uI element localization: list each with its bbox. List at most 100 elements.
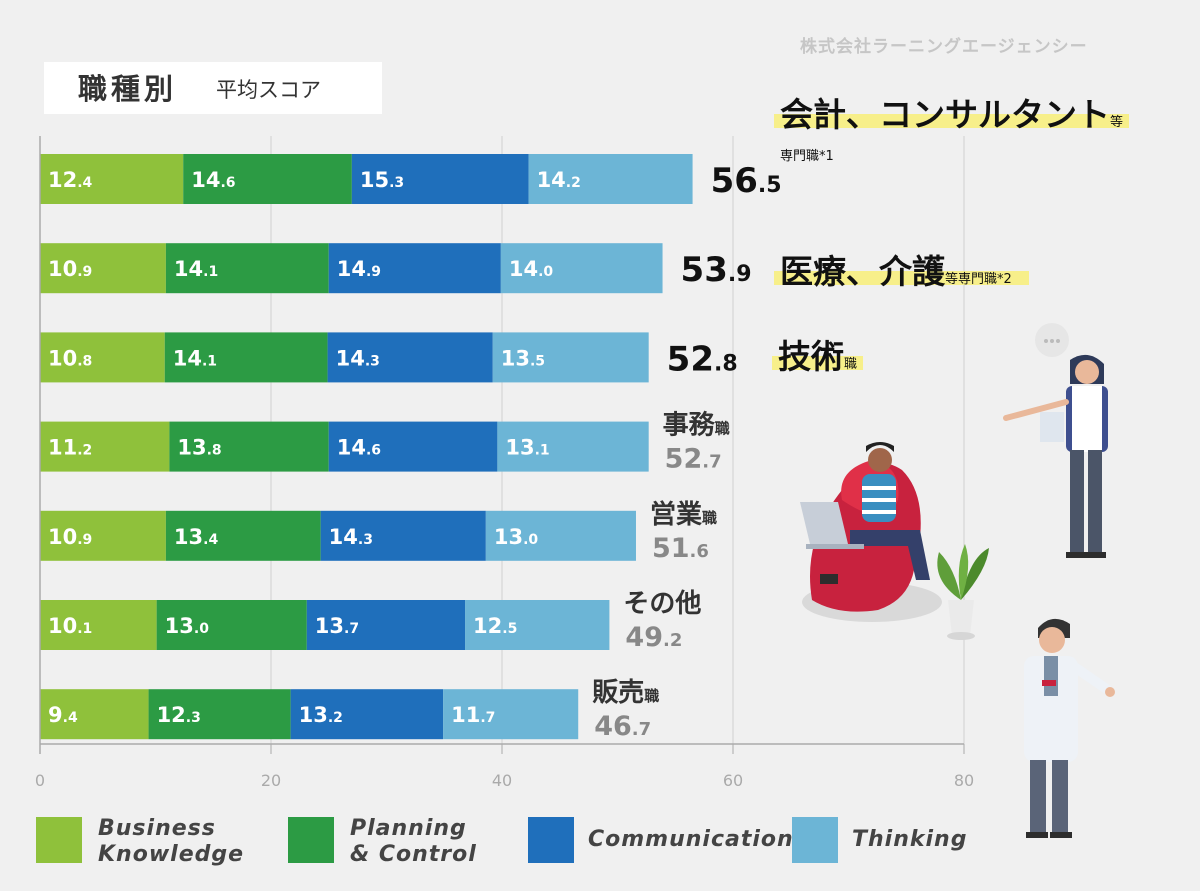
x-tick-label: 80: [954, 771, 974, 790]
x-axis: 0 20 40 60 80: [35, 136, 974, 790]
total-label: 53.9: [681, 250, 752, 290]
bar-segment: [148, 689, 291, 740]
legend-label-business-knowledge: Business Knowledge: [98, 816, 245, 867]
bar-segment: [528, 154, 693, 204]
category-note: 専門職*1: [780, 149, 834, 164]
total-label: 52.8: [667, 339, 738, 379]
category-label: 営業職: [650, 500, 717, 530]
bar-segment: [492, 332, 649, 383]
segment-value-label: 12.4: [48, 168, 93, 192]
segment-value-label: 14.9: [337, 257, 381, 281]
category-label: 販売職: [592, 678, 659, 708]
segment-value-label: 14.3: [336, 346, 380, 370]
bar-segment: [327, 332, 493, 383]
bar-segment: [40, 421, 170, 472]
company-credit: 株式会社ラーニングエージェンシー: [800, 37, 1088, 57]
segment-value-label: 14.6: [191, 168, 235, 192]
legend-swatch-business-knowledge: [36, 817, 82, 863]
segment-value-label: 13.4: [174, 525, 219, 549]
label-highlight: [774, 114, 1129, 128]
total-label: 46.7: [594, 711, 651, 742]
bar-segment: [351, 154, 529, 204]
bar-segment: [306, 600, 466, 650]
bar-segment: [40, 510, 166, 561]
illustrations: [800, 323, 1115, 838]
segment-value-label: 10.9: [48, 257, 92, 281]
segment-value-label: 13.1: [505, 436, 549, 460]
category-label: 医療、介護等専門職*2: [780, 252, 1012, 291]
segment-value-label: 14.6: [337, 436, 381, 460]
segment-value-label: 13.5: [501, 346, 545, 370]
bar-segment: [40, 600, 157, 650]
segment-value-label: 13.0: [494, 525, 539, 549]
bars: [40, 154, 693, 740]
bar-segment: [328, 243, 501, 294]
segment-value-label: 15.3: [360, 168, 404, 192]
segment-value-label: 14.0: [509, 257, 554, 281]
label-highlight: [772, 356, 863, 370]
bar-segment: [156, 600, 307, 650]
woman-with-clipboard-illustration: [1003, 354, 1108, 558]
segment-labels: 12.4 14.6 15.3 14.2 10.9 14.1 14.9 14.0 10.8 14.1…: [48, 168, 581, 727]
legend-label-thinking: Thinking: [852, 827, 968, 852]
bar-segment: [497, 421, 649, 472]
segment-value-label: 13.7: [315, 614, 359, 638]
bar-segment: [465, 600, 610, 650]
segment-value-label: 11.7: [451, 703, 495, 727]
segment-value-label: 13.8: [177, 436, 221, 460]
bar-segment: [500, 243, 663, 294]
bar-segment: [328, 421, 498, 472]
man-with-laptop-illustration: [800, 442, 942, 622]
x-tick-label: 60: [723, 771, 743, 790]
category-label: 会計、コンサルタント等: [780, 95, 1123, 134]
bar-segment: [183, 154, 352, 204]
legend-label-planning-control: Planning & Control: [350, 816, 477, 867]
category-label: その他: [623, 589, 701, 619]
potted-plant-illustration: [937, 544, 989, 640]
label-highlight: [774, 271, 1029, 285]
segment-value-label: 11.2: [48, 436, 92, 460]
total-label: 52.7: [665, 444, 722, 475]
category-label: 事務職: [663, 411, 730, 441]
segment-value-label: 10.8: [48, 346, 92, 370]
chart-title: 職種別: [78, 72, 178, 106]
segment-value-label: 14.2: [537, 168, 581, 192]
segment-value-label: 13.2: [299, 703, 343, 727]
segment-value-label: 13.0: [165, 614, 210, 638]
bar-segment: [165, 243, 329, 294]
segment-value-label: 14.1: [173, 346, 217, 370]
category-label: 技術職: [778, 337, 857, 376]
segment-value-label: 10.1: [48, 614, 92, 638]
segment-value-label: 14.3: [329, 525, 373, 549]
total-label: 51.6: [652, 533, 709, 564]
bar-segment: [169, 421, 329, 472]
bar-segment: [443, 689, 579, 740]
legend-label-communication: Communication: [588, 827, 794, 852]
bar-segment: [320, 510, 486, 561]
x-tick-label: 0: [35, 771, 45, 790]
legend-swatch-planning-control: [288, 817, 334, 863]
bar-segment: [40, 154, 184, 204]
chart-subtitle: 平均スコア: [216, 78, 321, 102]
segment-value-label: 10.9: [48, 525, 92, 549]
legend-swatch-thinking: [792, 817, 838, 863]
legend-swatch-communication: [528, 817, 574, 863]
segment-value-label: 14.1: [174, 257, 218, 281]
segment-value-label: 9.4: [48, 703, 78, 727]
doctor-illustration: [1024, 618, 1115, 838]
x-tick-label: 40: [492, 771, 512, 790]
bar-segment: [165, 510, 321, 561]
total-label: 49.2: [625, 622, 682, 653]
bar-segment: [40, 332, 165, 383]
segment-value-label: 12.5: [473, 614, 517, 638]
bar-segment: [290, 689, 444, 740]
label-highlights: [772, 114, 1129, 370]
total-label: 56.5: [711, 161, 782, 201]
speech-bubble-icon: [1035, 323, 1069, 357]
bar-segment: [40, 243, 166, 294]
bar-segment: [40, 689, 149, 740]
title-box: [44, 62, 382, 114]
